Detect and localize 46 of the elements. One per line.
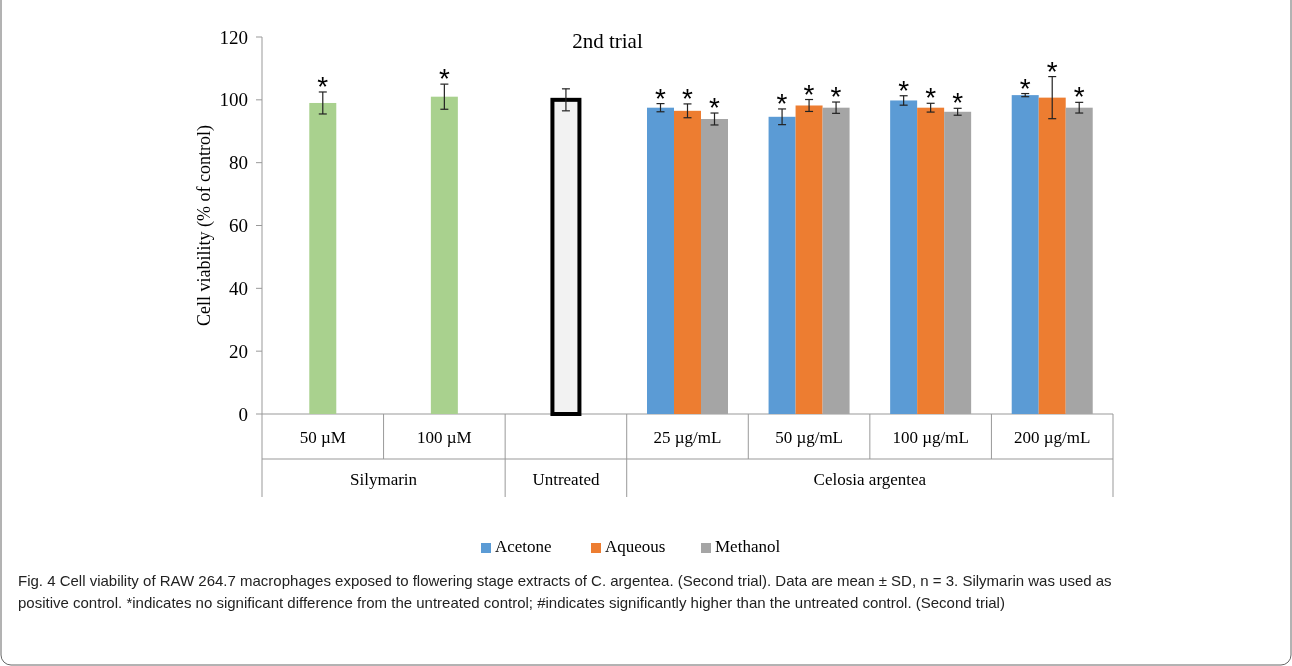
bar (430, 96, 458, 414)
x-tick-label: 50 µM (299, 428, 346, 447)
bar (795, 105, 823, 414)
data-label: * (1019, 72, 1031, 104)
bar (1038, 97, 1066, 414)
x-tick-label: 100 µM (417, 428, 472, 447)
data-label: * (830, 81, 842, 113)
y-tick-label: 100 (219, 89, 248, 111)
legend-label: Aqueous (605, 537, 666, 556)
data-label: * (438, 63, 450, 95)
data-label: * (776, 87, 788, 119)
y-tick-label: 20 (229, 340, 248, 362)
data-label: * (709, 92, 721, 124)
bar (768, 116, 796, 414)
x-tick-label: 50 µg/mL (775, 428, 844, 447)
data-label: * (1073, 81, 1085, 113)
y-tick-label: 60 (229, 215, 248, 237)
data-label: * (898, 74, 910, 106)
y-tick-label: 80 (229, 152, 248, 174)
data-label: * (1046, 55, 1058, 87)
chart-title: 2nd trial (572, 29, 643, 53)
data-label: * (317, 70, 329, 102)
bar (917, 107, 945, 414)
data-label: * (655, 82, 667, 114)
text: Celosia argentea (813, 470, 927, 489)
legend-label: Acetone (495, 537, 552, 556)
data-label: * (952, 87, 964, 119)
x-tick-label: 200 µg/mL (1014, 428, 1091, 447)
y-tick-label: 0 (238, 403, 248, 425)
y-tick-label: 40 (229, 277, 248, 299)
y-tick-label: 120 (219, 26, 248, 48)
x-tick-label: 100 µg/mL (892, 428, 969, 447)
text: Silymarin (350, 470, 418, 489)
y-axis-title: Cell viability (% of control) (194, 125, 215, 326)
text: Untreated (532, 470, 600, 489)
bar (890, 100, 918, 414)
legend-label: Methanol (715, 537, 781, 556)
bar (309, 102, 337, 414)
data-label: * (682, 82, 694, 114)
bar (674, 110, 701, 414)
data-label: * (925, 82, 937, 114)
bar (1011, 95, 1039, 414)
x-tick-label: 25 µg/mL (653, 428, 722, 447)
data-label: * (803, 78, 815, 110)
caption: Fig. 4 Cell viability of RAW 264.7 macrophages exposed to flowering stage extracts of C. argentea. (Second trial). Data are mean ± SD, n = 3. Silymarin was used as positive control. *indicates no significant difference from the untreated control; #indicates significantly higher than the untreated control. (Second trial) (18, 572, 1112, 611)
bar (647, 107, 674, 414)
